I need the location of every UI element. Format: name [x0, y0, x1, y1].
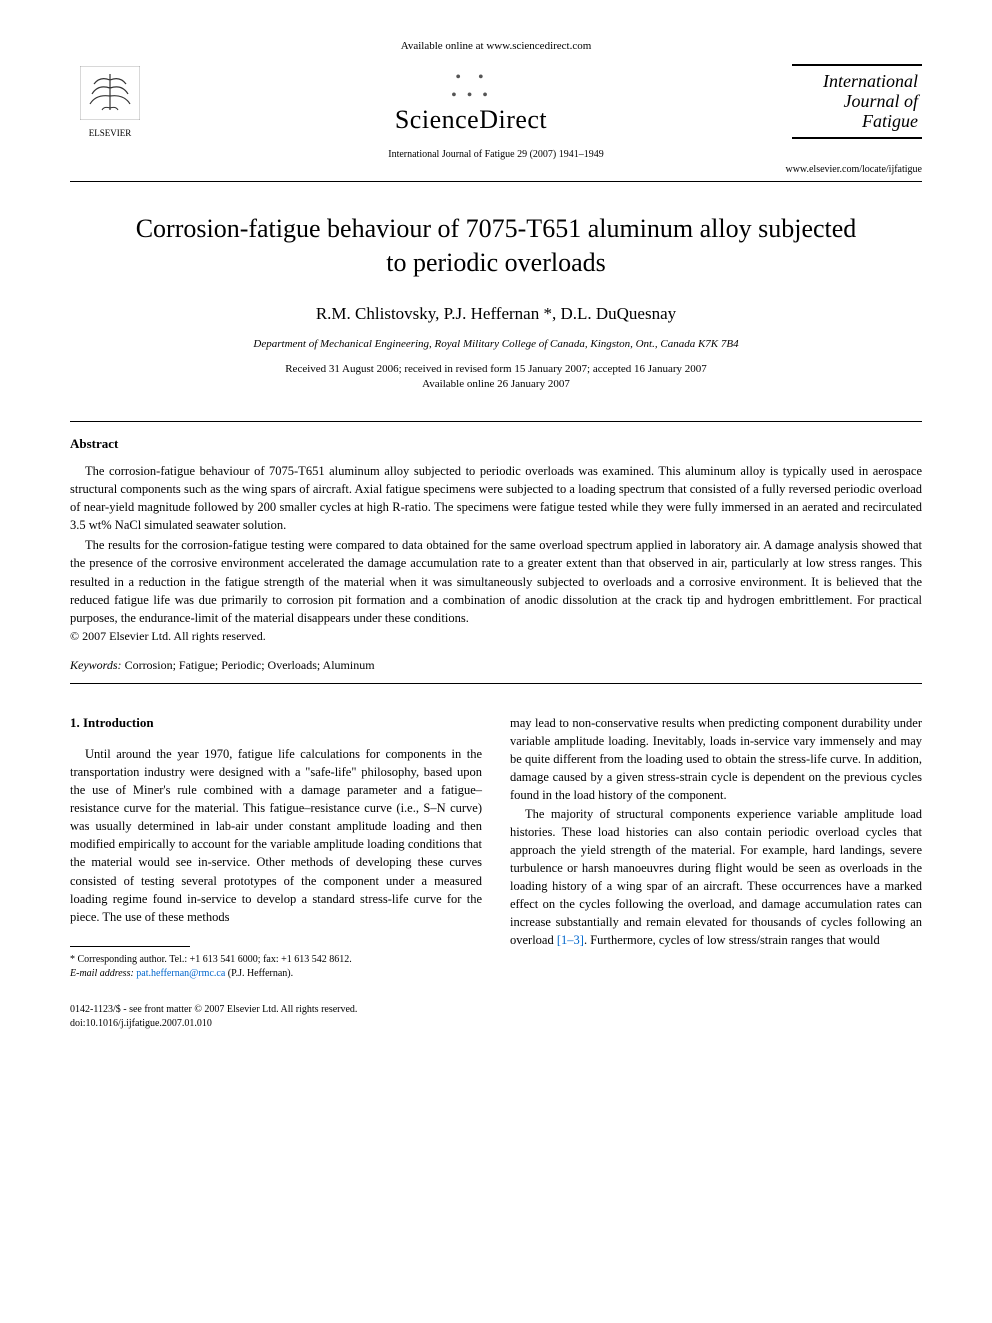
abstract-para-1: The corrosion-fatigue behaviour of 7075-…: [70, 462, 922, 535]
keywords-line: Keywords: Corrosion; Fatigue; Periodic; …: [70, 658, 922, 673]
sciencedirect-logo: • •• • • ScienceDirect: [150, 69, 792, 135]
ref-link-1-3[interactable]: [1–3]: [557, 933, 584, 947]
body-columns: 1. Introduction Until around the year 19…: [70, 714, 922, 981]
footnote-block: * Corresponding author. Tel.: +1 613 541…: [70, 953, 482, 981]
citation-line: International Journal of Fatigue 29 (200…: [70, 149, 922, 160]
elsevier-tree-icon: [70, 66, 150, 128]
journal-logo-line3: Fatigue: [796, 112, 918, 132]
keywords-text: Corrosion; Fatigue; Periodic; Overloads;…: [125, 658, 375, 672]
article-title: Corrosion-fatigue behaviour of 7075-T651…: [130, 212, 862, 280]
email-suffix: (P.J. Heffernan).: [228, 968, 293, 979]
journal-url[interactable]: www.elsevier.com/locate/ijfatigue: [70, 164, 922, 175]
email-label: E-mail address:: [70, 968, 134, 979]
intro-col2-para2b: . Furthermore, cycles of low stress/stra…: [584, 933, 880, 947]
corresponding-author: * Corresponding author. Tel.: +1 613 541…: [70, 953, 482, 967]
email-line: E-mail address: pat.heffernan@rmc.ca (P.…: [70, 967, 482, 981]
abstract-bottom-divider: [70, 683, 922, 684]
issn-line: 0142-1123/$ - see front matter © 2007 El…: [70, 1003, 922, 1017]
available-online-date: Available online 26 January 2007: [70, 377, 922, 392]
keywords-label: Keywords:: [70, 658, 122, 672]
footnote-separator: [70, 946, 190, 947]
bottom-info: 0142-1123/$ - see front matter © 2007 El…: [70, 1003, 922, 1031]
authors-line: R.M. Chlistovsky, P.J. Heffernan *, D.L.…: [70, 304, 922, 324]
dates-block: Received 31 August 2006; received in rev…: [70, 362, 922, 393]
intro-col2-para2a: The majority of structural components ex…: [510, 807, 922, 948]
abstract-heading: Abstract: [70, 436, 922, 452]
abstract-top-divider: [70, 421, 922, 422]
intro-heading: 1. Introduction: [70, 714, 482, 733]
intro-col2-para2: The majority of structural components ex…: [510, 805, 922, 950]
received-dates: Received 31 August 2006; received in rev…: [70, 362, 922, 377]
header-divider: [70, 181, 922, 182]
abstract-copyright: © 2007 Elsevier Ltd. All rights reserved…: [70, 629, 922, 644]
right-column: may lead to non-conservative results whe…: [510, 714, 922, 981]
elsevier-logo: ELSEVIER: [70, 66, 150, 138]
intro-col1-para1: Until around the year 1970, fatigue life…: [70, 745, 482, 926]
sciencedirect-label: ScienceDirect: [150, 105, 792, 135]
available-online-text: Available online at www.sciencedirect.co…: [70, 40, 922, 52]
left-column: 1. Introduction Until around the year 19…: [70, 714, 482, 981]
journal-logo-line1: International: [796, 72, 918, 92]
email-link[interactable]: pat.heffernan@rmc.ca: [136, 968, 225, 979]
doi-line: doi:10.1016/j.ijfatigue.2007.01.010: [70, 1017, 922, 1031]
elsevier-label: ELSEVIER: [70, 128, 150, 138]
journal-logo: International Journal of Fatigue: [792, 64, 922, 139]
header-row: ELSEVIER • •• • • ScienceDirect Internat…: [70, 64, 922, 139]
affiliation-line: Department of Mechanical Engineering, Ro…: [70, 338, 922, 350]
sciencedirect-dots-icon: • •• • •: [150, 69, 792, 105]
intro-col2-para1: may lead to non-conservative results whe…: [510, 714, 922, 805]
journal-logo-line2: Journal of: [796, 92, 918, 112]
abstract-para-2: The results for the corrosion-fatigue te…: [70, 536, 922, 627]
